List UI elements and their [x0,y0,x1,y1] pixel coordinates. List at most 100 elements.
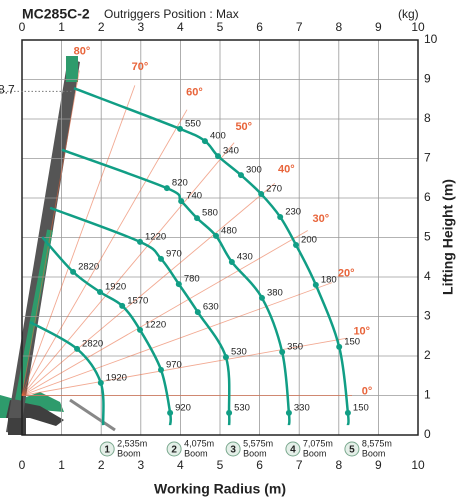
x-tick-label: 10 [411,458,425,472]
boom-length: 4,075m [184,438,214,448]
load-label: 550 [185,118,201,129]
boom-badge [225,441,241,457]
load-label: 920 [175,402,191,413]
load-point [228,258,235,265]
x-tick-label: 8 [335,458,342,472]
load-label: 200 [301,235,317,246]
load-point [97,379,104,386]
boom-badge [285,441,301,457]
boom-number: 2 [171,445,177,456]
load-point [222,354,229,361]
load-label: 2820 [82,338,103,349]
load-label: 270 [266,184,282,195]
load-point [258,191,265,198]
load-label: 350 [287,342,303,353]
boom-curve [29,320,105,426]
boom-cylinder [15,229,53,401]
boom-number: 4 [290,445,296,456]
x-axis-title: Working Radius (m) [154,481,286,497]
boom-length: 5,575m [243,438,273,448]
load-point [226,409,233,416]
load-label: 380 [267,287,283,298]
strut [69,398,116,432]
load-label: 780 [184,274,200,285]
load-label: 1920 [105,282,126,293]
load-label: 2820 [78,261,99,272]
boom-number: 5 [349,445,355,456]
load-point [163,185,170,192]
load-label: 1920 [106,372,127,383]
angle-label: 30° [312,213,329,225]
x-tick-label: 2 [98,458,105,472]
load-point [277,213,284,220]
load-point [157,255,164,262]
angle-line [21,70,80,396]
load-label: 150 [344,336,360,347]
load-point [293,242,300,249]
load-point [70,268,77,275]
load-label: 300 [246,165,262,176]
angle-label: 20° [338,267,355,279]
boom-badge [99,441,115,457]
load-label: 180 [321,274,337,285]
x-tick-label: 10 [411,20,425,34]
x-tick-label: 6 [256,458,263,472]
load-label: 580 [202,208,218,219]
load-point [344,409,351,416]
load-label: 820 [172,178,188,189]
boom-unit: Boom [303,448,327,458]
load-point [167,409,174,416]
angle-line [21,109,188,396]
load-point [194,309,201,316]
load-label: 330 [294,402,310,413]
boom-unit: Boom [184,448,208,458]
angle-label: 70° [132,61,149,73]
load-point [213,232,220,239]
angle-line [21,282,333,396]
load-label: 150 [353,402,369,413]
angle-lines [21,70,352,396]
x-tick-label: 5 [217,20,224,34]
x-tick-label: 1 [58,458,65,472]
y-tick-label: 3 [424,309,431,323]
x-tick-label: 4 [177,458,184,472]
load-point [312,281,319,288]
angle-line [21,85,136,396]
load-point [215,153,222,160]
y-tick-label: 7 [424,151,431,165]
angle-label: 0° [362,385,373,397]
y-tick-label: 8 [424,111,431,125]
load-label: 1220 [145,231,166,242]
load-label: 340 [223,146,239,157]
load-label: 400 [210,131,226,142]
x-tick-label: 4 [177,20,184,34]
load-label: 740 [186,191,202,202]
unit-label: (kg) [398,7,419,21]
load-point [137,238,144,245]
boom-curve [61,148,291,426]
x-tick-label: 0 [19,20,26,34]
load-point [237,172,244,179]
angle-label: 80° [74,46,91,58]
load-point [336,343,343,350]
y-tick-label: 6 [424,190,431,204]
load-point [285,409,292,416]
y-tick-label: 0 [424,427,431,441]
chart-subtitle: Outriggers Position : Max [104,7,239,21]
x-tick-label: 6 [256,20,263,34]
boom-length: 8,575m [362,438,392,448]
load-label: 1570 [127,295,148,306]
x-tick-label: 3 [137,20,144,34]
angle-label: 50° [235,121,252,133]
load-label: 480 [221,225,237,236]
load-label: 530 [234,402,250,413]
x-tick-label: 5 [217,458,224,472]
y-tick-label: 10 [424,32,438,46]
load-point [177,125,184,132]
x-tick-label: 9 [375,458,382,472]
boom-length: 2,535m [117,438,147,448]
crane-wheel [8,418,26,435]
x-tick-label: 8 [335,20,342,34]
grid [21,39,419,436]
load-label: 970 [166,248,182,259]
